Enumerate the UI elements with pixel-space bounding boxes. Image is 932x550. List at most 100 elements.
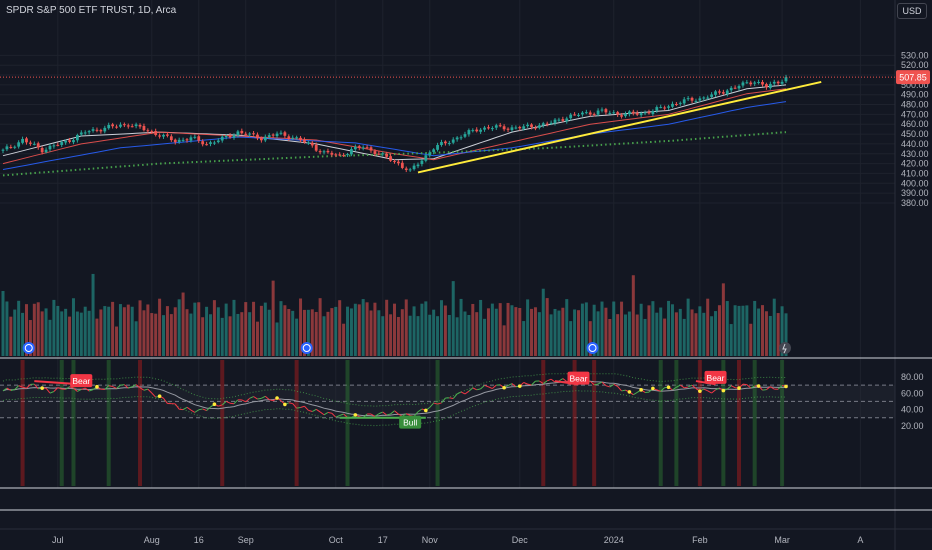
candle bbox=[400, 162, 404, 168]
candle bbox=[443, 141, 447, 144]
volume-bar bbox=[588, 321, 592, 356]
candle bbox=[651, 111, 655, 114]
rsi-segment bbox=[288, 402, 293, 405]
rsi-segment bbox=[609, 383, 615, 388]
volume-bar bbox=[142, 310, 146, 356]
volume-bar bbox=[385, 299, 389, 356]
rsi-segment bbox=[703, 388, 708, 392]
volume-bar bbox=[220, 317, 224, 356]
candle bbox=[158, 135, 161, 137]
volume-bar bbox=[103, 306, 107, 356]
candle bbox=[498, 125, 502, 127]
candle bbox=[271, 134, 275, 136]
volume-bar bbox=[463, 311, 467, 356]
candle bbox=[561, 119, 565, 121]
candle bbox=[557, 119, 561, 121]
y-tick-label: 470.00 bbox=[901, 109, 929, 119]
volume-bar bbox=[9, 316, 13, 356]
rsi-segment bbox=[26, 384, 31, 389]
volume-bar bbox=[56, 305, 60, 356]
candle bbox=[107, 124, 111, 129]
volume-bar bbox=[674, 312, 678, 356]
candle bbox=[130, 126, 134, 128]
volume-bar bbox=[126, 304, 130, 356]
candle bbox=[674, 104, 678, 106]
rsi-segment bbox=[202, 408, 207, 412]
rsi-segment bbox=[594, 383, 599, 386]
candle bbox=[647, 112, 651, 114]
rsi-segment bbox=[707, 390, 712, 394]
bear-tag bbox=[704, 370, 727, 384]
rsi-segment bbox=[33, 383, 39, 390]
rsi-cross-dot bbox=[517, 384, 522, 388]
volume-bar bbox=[244, 302, 248, 356]
candle bbox=[710, 94, 714, 97]
rsi-segment bbox=[660, 387, 665, 392]
candle bbox=[259, 137, 263, 141]
rsi-segment bbox=[730, 385, 736, 389]
volume-bar bbox=[377, 310, 381, 356]
currency-button[interactable]: USD bbox=[897, 3, 927, 19]
rsi-segment bbox=[339, 413, 344, 416]
candle bbox=[761, 81, 764, 85]
rsi-segment bbox=[319, 411, 325, 416]
volume-bar bbox=[95, 318, 99, 356]
volume-bar bbox=[584, 302, 588, 356]
dividend-icon-ring bbox=[302, 344, 311, 352]
y-tick-label: 430.00 bbox=[901, 149, 929, 159]
rsi-cross-dot bbox=[95, 384, 99, 389]
rsi-segment bbox=[124, 384, 129, 389]
rsi-segment bbox=[633, 392, 638, 396]
rsi-segment bbox=[88, 389, 94, 392]
rsi-segment bbox=[104, 385, 110, 390]
candle bbox=[32, 143, 36, 145]
rsi-segment bbox=[249, 396, 254, 399]
volume-bar bbox=[318, 298, 322, 356]
tag-label: Bear bbox=[707, 373, 725, 383]
volume-bar bbox=[357, 304, 361, 356]
candle bbox=[142, 126, 146, 131]
candle bbox=[72, 140, 75, 143]
candle bbox=[162, 134, 165, 137]
volume-bar bbox=[600, 301, 604, 356]
rsi-segment bbox=[726, 385, 732, 390]
candle bbox=[213, 142, 216, 144]
candle bbox=[303, 139, 306, 143]
candle bbox=[620, 115, 623, 117]
rsi-cross-dot bbox=[275, 396, 279, 400]
tag-label: Bear bbox=[570, 374, 588, 384]
candle bbox=[291, 137, 295, 139]
volume-bar bbox=[573, 309, 577, 356]
volume-bar bbox=[580, 303, 584, 356]
y-tick-label: 490.00 bbox=[901, 90, 929, 100]
rsi-segment bbox=[331, 412, 337, 418]
volume-bar bbox=[302, 309, 306, 356]
signal-column bbox=[59, 360, 64, 486]
candle bbox=[334, 154, 338, 156]
volume-bar bbox=[530, 308, 534, 356]
rsi-segment bbox=[327, 411, 332, 414]
candle bbox=[729, 87, 733, 91]
candle bbox=[663, 107, 667, 109]
rsi-segment bbox=[304, 405, 309, 411]
rsi-segment bbox=[413, 411, 419, 417]
candle bbox=[56, 144, 60, 146]
volume-bar bbox=[686, 298, 690, 356]
candle bbox=[9, 146, 13, 148]
candle bbox=[111, 124, 115, 127]
candle bbox=[365, 147, 369, 149]
candle bbox=[322, 151, 326, 153]
bear-tag bbox=[70, 374, 93, 388]
y-tick-label: 500.00 bbox=[901, 80, 929, 90]
rsi-segment bbox=[691, 384, 697, 389]
rsi-cross-dot bbox=[721, 388, 726, 393]
rsi-segment bbox=[452, 393, 458, 399]
event-markers bbox=[22, 342, 791, 354]
volume-bar bbox=[761, 305, 765, 356]
candle bbox=[95, 129, 99, 131]
rsi-segment bbox=[6, 387, 12, 391]
candle bbox=[13, 146, 17, 148]
rsi-segment bbox=[746, 384, 752, 389]
rsi-segment bbox=[715, 387, 720, 391]
